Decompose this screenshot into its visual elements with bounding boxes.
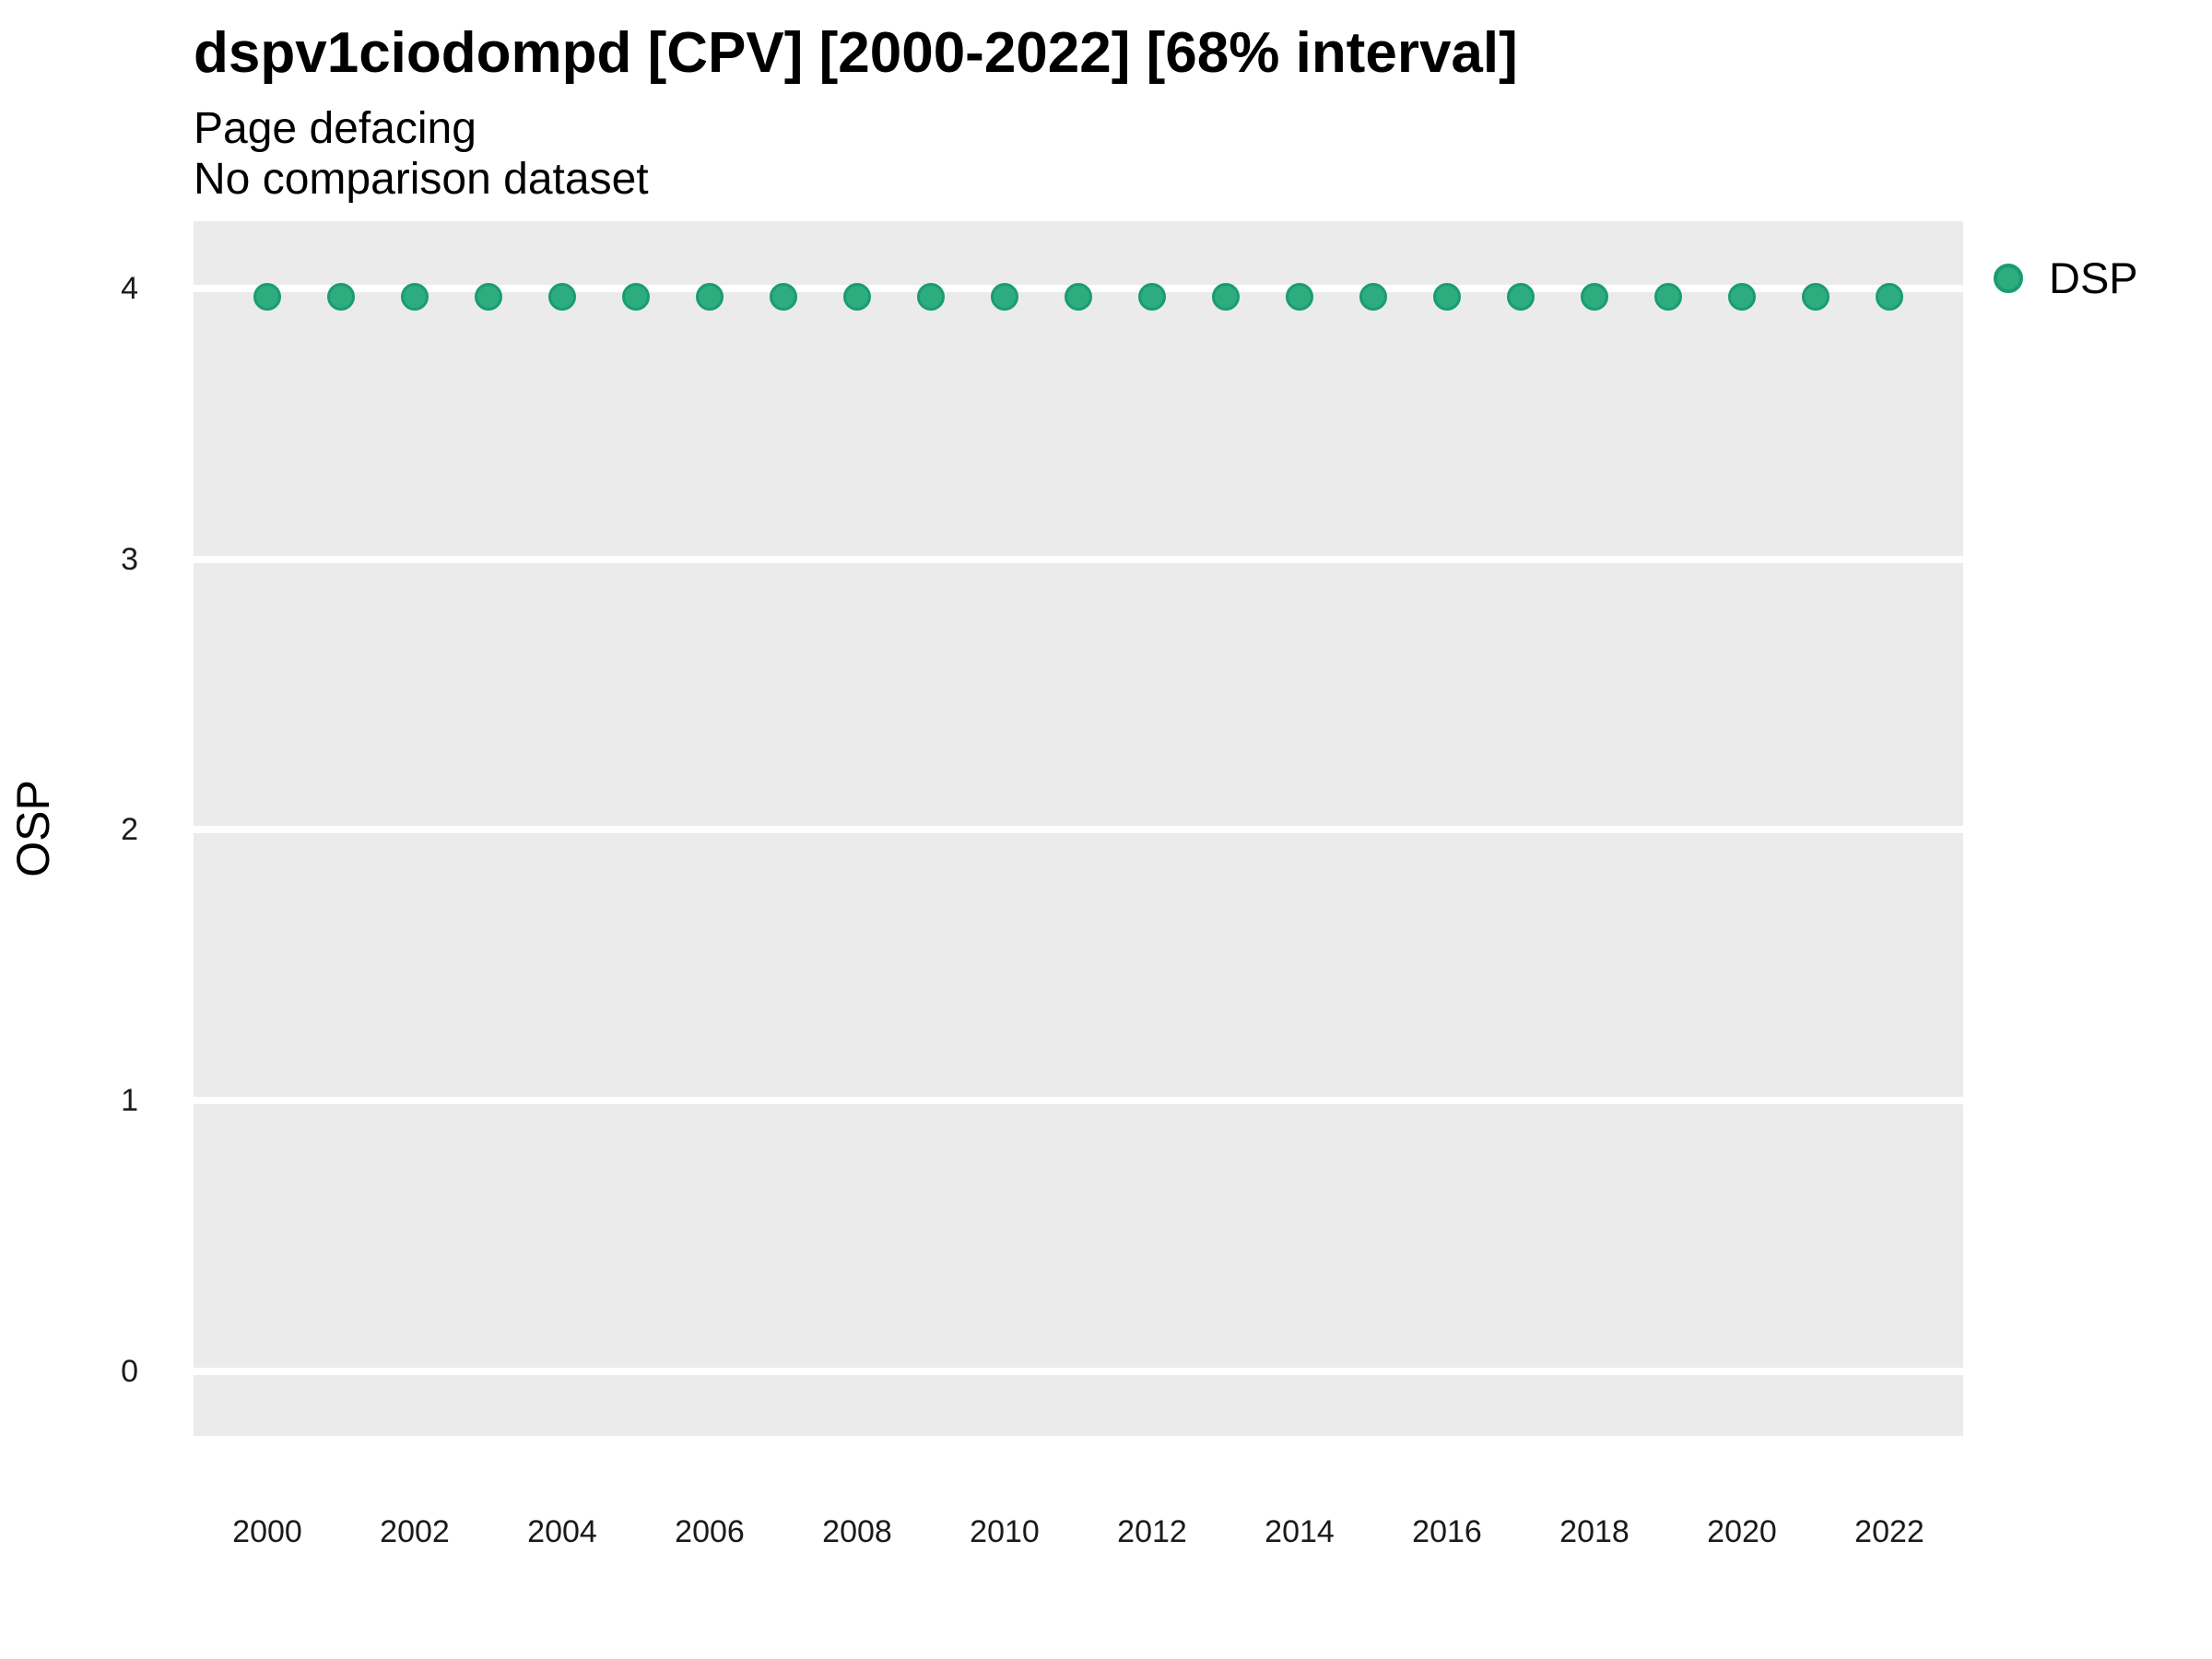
data-point-DSP-2007 <box>770 283 797 312</box>
data-point-DSP-2011 <box>1065 283 1092 312</box>
gridline-y-1 <box>194 1097 1963 1104</box>
data-point-DSP-2019 <box>1654 283 1682 312</box>
x-tick-label-2022: 2022 <box>1854 1514 1924 1549</box>
chart-title: dspv1ciodompd [CPV] [2000-2022] [68% int… <box>194 21 1518 85</box>
data-point-DSP-2016 <box>1433 283 1461 312</box>
data-point-DSP-2020 <box>1728 283 1756 312</box>
data-point-DSP-2003 <box>475 283 502 312</box>
data-point-DSP-2009 <box>917 283 945 312</box>
gridline-y-2 <box>194 826 1963 834</box>
data-point-DSP-2013 <box>1212 283 1240 312</box>
x-tick-label-2014: 2014 <box>1265 1514 1335 1549</box>
x-tick-label-2016: 2016 <box>1412 1514 1482 1549</box>
data-point-DSP-2018 <box>1581 283 1608 312</box>
x-tick-label-2000: 2000 <box>232 1514 302 1549</box>
x-tick-label-2004: 2004 <box>527 1514 597 1549</box>
y-tick-label-1: 1 <box>121 1083 138 1118</box>
y-tick-label-2: 2 <box>121 812 138 848</box>
data-point-DSP-2014 <box>1286 283 1313 312</box>
gridline-y-0 <box>194 1367 1963 1375</box>
data-point-DSP-2021 <box>1802 283 1830 312</box>
plot-panel <box>194 221 1963 1436</box>
x-tick-label-2002: 2002 <box>380 1514 450 1549</box>
legend: DSP <box>1994 256 2138 300</box>
x-tick-label-2012: 2012 <box>1117 1514 1187 1549</box>
chart-subtitle: Page defacing <box>194 104 477 153</box>
gridline-y-3 <box>194 555 1963 563</box>
x-tick-label-2018: 2018 <box>1559 1514 1630 1549</box>
x-tick-label-2010: 2010 <box>970 1514 1040 1549</box>
x-tick-label-2006: 2006 <box>675 1514 745 1549</box>
chart-note: No comparison dataset <box>194 155 649 204</box>
y-tick-label-3: 3 <box>121 541 138 577</box>
x-tick-label-2008: 2008 <box>822 1514 892 1549</box>
data-point-DSP-2012 <box>1138 283 1166 312</box>
data-point-DSP-2010 <box>991 283 1018 312</box>
y-tick-label-4: 4 <box>121 271 138 307</box>
legend-dot-icon <box>1994 263 2023 293</box>
data-point-DSP-2004 <box>548 283 576 312</box>
data-point-DSP-2005 <box>622 283 650 312</box>
legend-label: DSP <box>2049 253 2138 302</box>
data-point-DSP-2000 <box>253 283 281 312</box>
data-point-DSP-2001 <box>327 283 355 312</box>
data-point-DSP-2015 <box>1359 283 1387 312</box>
data-point-DSP-2008 <box>843 283 871 312</box>
data-point-DSP-2022 <box>1876 283 1903 312</box>
data-point-DSP-2006 <box>696 283 724 312</box>
data-point-DSP-2002 <box>401 283 429 312</box>
data-point-DSP-2017 <box>1507 283 1535 312</box>
y-tick-label-0: 0 <box>121 1353 138 1389</box>
x-tick-label-2020: 2020 <box>1707 1514 1777 1549</box>
